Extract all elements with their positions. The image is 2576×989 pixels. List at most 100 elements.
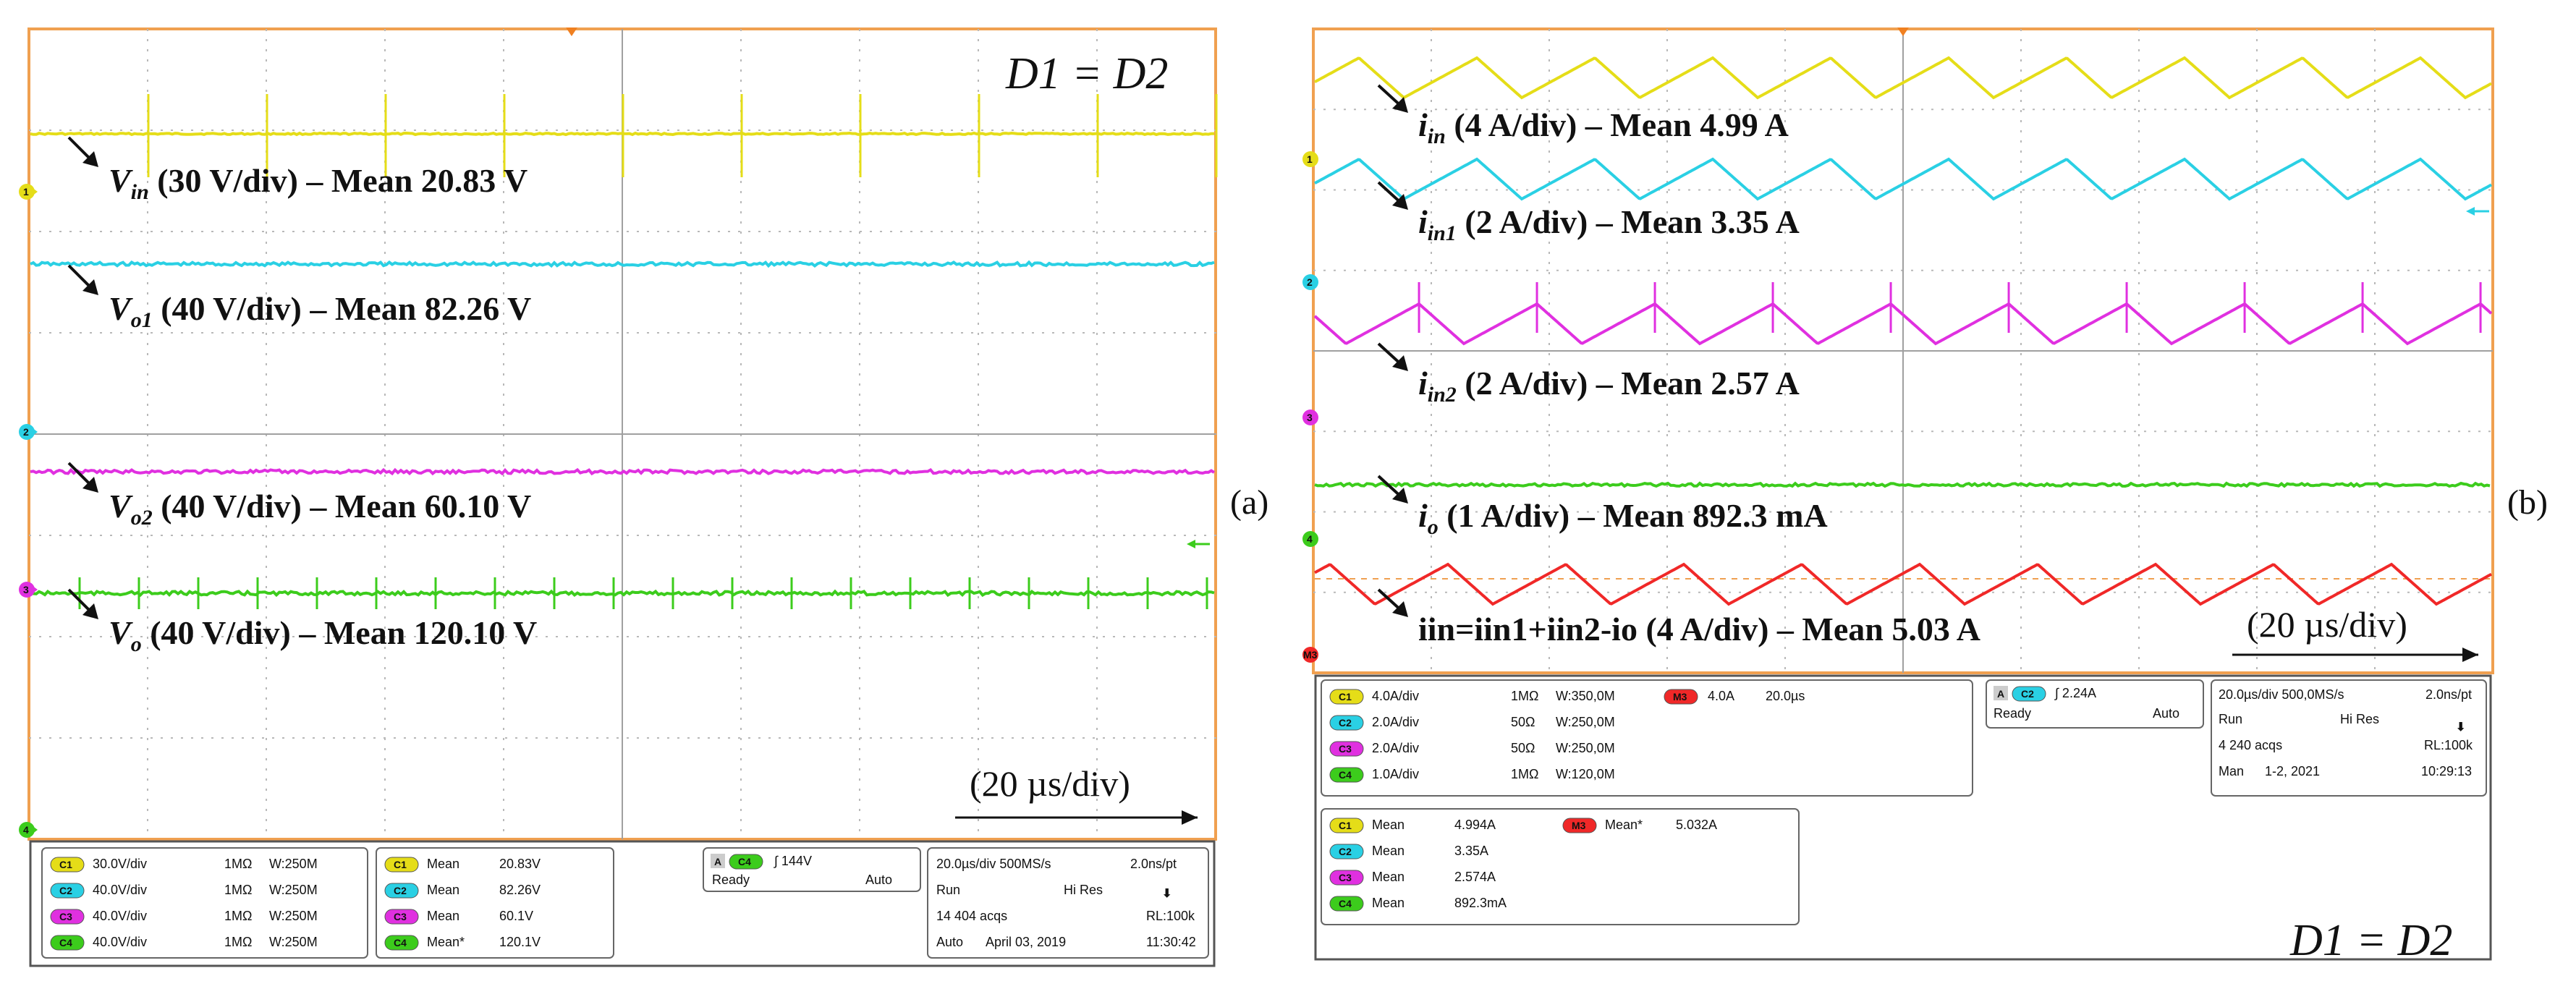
measurement-label-c3: Mean <box>427 909 459 923</box>
channel-badge-c1 <box>1329 689 1364 705</box>
traces-b <box>1313 56 2493 606</box>
measurement-label-c4: Mean <box>1372 896 1404 910</box>
channel-marker-text: 1 <box>1307 153 1313 165</box>
channel-scale-c4: 1.0A/div <box>1372 767 1419 781</box>
acq-run: Run <box>936 883 960 897</box>
measurement-value-c4: 120.1V <box>499 935 541 949</box>
math-mean-value: 5.032A <box>1676 818 1717 832</box>
channel-badge-label: C3 <box>1339 872 1352 883</box>
channel-badge-c1 <box>384 857 419 873</box>
channel-bandwidth-c3: W:250M <box>269 909 318 923</box>
label-vin: Vin (30 V/div) – Mean 20.83 V <box>109 162 528 204</box>
channel-impedance-c3: 50Ω <box>1511 741 1535 755</box>
status-panel-a: C1 30.0V/div 1MΩ W:250M C2 40.0V/div 1MΩ W:250M… <box>29 840 1216 967</box>
label-vo: Vo (40 V/div) – Mean 120.10 V <box>109 614 537 656</box>
channel-badge-c2 <box>384 883 419 899</box>
channel-markers-a: 1 2 3 4 <box>19 184 1210 838</box>
label-pointer-arrowhead <box>82 279 98 295</box>
channel-marker-4 <box>1302 531 1318 547</box>
measurement-box-a <box>376 847 614 959</box>
trace-labels-b: iin (4 A/div) – Mean 4.99 A iin1 (2 A/div… <box>1377 84 1980 648</box>
trigger-auto: Auto <box>2153 706 2179 721</box>
channel-badge-c1 <box>50 857 85 873</box>
label-pointer-arrowhead <box>82 477 98 493</box>
channel-marker-3 <box>1302 409 1318 425</box>
measurement-label-c1: Mean <box>427 857 459 871</box>
channel-marker-M3 <box>1302 647 1318 663</box>
measurement-label-c3: Mean <box>1372 870 1404 884</box>
panel-b: 1 2 3 4 M3 iin (4 A/div) – Mean 4.99 A iin1 (… <box>1302 27 2494 965</box>
acq-timebase: 20.0µs/div 500MS/s <box>936 857 1051 871</box>
acq-timebase: 20.0µs/div 500,0MS/s <box>2219 687 2344 702</box>
channel-bandwidth-c2: W:250,0M <box>1556 715 1615 729</box>
channel-bandwidth-c4: W:250M <box>269 935 318 949</box>
channel-marker-3 <box>19 582 35 598</box>
channel-badge-c2 <box>2012 686 2046 702</box>
channel-badge-label: C2 <box>1339 717 1352 729</box>
channel-badge-label: C3 <box>59 911 72 922</box>
trace-iin2 <box>1313 302 2493 346</box>
channel-badge-label: C1 <box>394 859 407 870</box>
acq-point: 2.0ns/pt <box>1130 857 1177 871</box>
channel-impedance-c3: 1MΩ <box>224 909 252 923</box>
channel-impedance-c4: 1MΩ <box>224 935 252 949</box>
measurement-value-c3: 60.1V <box>499 909 533 923</box>
measurement-value-c2: 82.26V <box>499 883 541 897</box>
acq-record-length: RL:100k <box>2424 738 2473 752</box>
grid-b <box>1313 29 2493 673</box>
channel-scale-c2: 40.0V/div <box>93 883 147 897</box>
label-pointer-arrowhead <box>1392 97 1408 113</box>
trace-labels-a: Vin (30 V/div) – Mean 20.83 V Vo1 (40 V/d… <box>67 136 537 656</box>
measurement-value-c3: 2.574A <box>1454 870 1496 884</box>
trigger-mode: A <box>714 856 721 867</box>
channel-settings-box-b <box>1321 679 1973 797</box>
channel-badge-c2 <box>50 883 85 899</box>
channel-marker-2 <box>19 424 35 440</box>
channel-badge-c3 <box>384 909 419 925</box>
label-m3: iin=iin1+iin2-io (4 A/div) – Mean 5.03 A <box>1418 611 1980 648</box>
channel-badge-c4 <box>1329 896 1364 912</box>
acq-time: 10:29:13 <box>2421 764 2472 778</box>
channel-scale-c1: 30.0V/div <box>93 857 147 871</box>
acq-resolution: Hi Res <box>1064 883 1103 897</box>
channel-scale-c2: 2.0A/div <box>1372 715 1419 729</box>
channel-badge-label: C3 <box>1339 743 1352 755</box>
acq-resolution: Hi Res <box>2340 712 2379 726</box>
channel-marker-2 <box>1302 274 1318 290</box>
channel-badge-label: C1 <box>59 859 72 870</box>
label-vo2: Vo2 (40 V/div) – Mean 60.10 V <box>109 488 531 530</box>
channel-impedance-c1: 1MΩ <box>1511 689 1538 703</box>
channel-badge-label: C2 <box>59 885 72 896</box>
trace-vo2 <box>30 467 1216 476</box>
channel-impedance-c2: 50Ω <box>1511 715 1535 729</box>
measurement-value-c2: 3.35A <box>1454 844 1488 858</box>
acq-record-length: RL:100k <box>1146 909 1195 923</box>
label-pointer-arrowhead <box>1392 194 1408 210</box>
channel-badge-c4 <box>729 854 763 870</box>
channel-badge-label: C4 <box>59 937 72 948</box>
trigger-mode: A <box>1997 688 2004 700</box>
channel-badge-label: M3 <box>1572 820 1586 831</box>
channel-settings-box-a <box>41 847 368 959</box>
channel-bandwidth-c2: W:250M <box>269 883 318 897</box>
channel-scale-c3: 40.0V/div <box>93 909 147 923</box>
channel-badge-c3 <box>1329 870 1364 886</box>
channel-bandwidth-c1: W:350,0M <box>1556 689 1615 703</box>
channel-badge-label: C4 <box>1339 898 1352 909</box>
label-pointer-arrowhead <box>1392 601 1408 617</box>
acq-mode: Auto <box>936 935 963 949</box>
condition-label-b: D1 = D2 <box>2289 916 2452 965</box>
channel-badge-label: M3 <box>1673 691 1687 703</box>
channel-marker-arrow <box>32 187 38 196</box>
channel-marker-text: 3 <box>1307 412 1313 423</box>
trace-m3 <box>1314 562 2492 606</box>
channel-scale-c1: 4.0A/div <box>1372 689 1419 703</box>
trace-vo <box>30 589 1215 598</box>
acq-run: Run <box>2219 712 2242 726</box>
channel-badge-c2 <box>1329 715 1364 731</box>
label-pointer-arrowhead <box>82 151 98 167</box>
channel-badge-c2 <box>1329 844 1364 859</box>
channel-badge-c4 <box>1329 767 1364 783</box>
label-pointer-arrowhead <box>1392 488 1408 504</box>
label-iin1: iin1 (2 A/div) – Mean 3.35 A <box>1418 203 1800 245</box>
